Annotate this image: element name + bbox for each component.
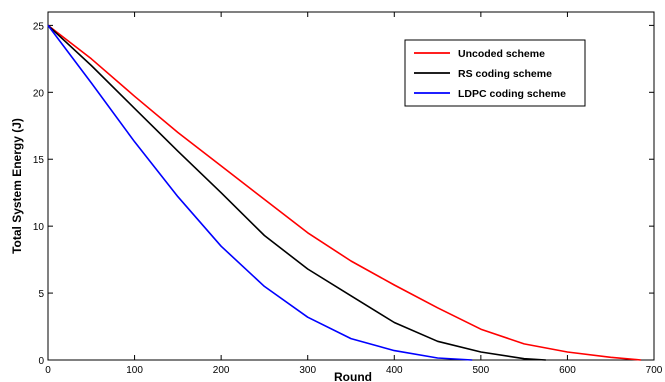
y-tick-label: 20 (33, 88, 45, 99)
x-tick-label: 400 (386, 365, 403, 376)
legend-label: Uncoded scheme (458, 48, 545, 60)
x-tick-label: 200 (213, 365, 230, 376)
x-tick-label: 700 (646, 365, 663, 376)
y-tick-label: 10 (33, 222, 45, 233)
y-axis-label: Total System Energy (J) (10, 118, 24, 254)
x-tick-label: 500 (473, 365, 490, 376)
legend-label: LDPC coding scheme (458, 88, 566, 100)
legend: Uncoded scheme RS coding scheme LDPC codin… (404, 39, 586, 107)
y-tick-label: 0 (38, 356, 44, 367)
series-line-rs-coding-scheme (47, 24, 546, 361)
y-tick-label: 25 (33, 21, 45, 32)
y-tick-label: 15 (33, 155, 45, 166)
x-axis: 0 100 200 300 400 500 600 700 (45, 12, 663, 376)
series-line-ldpc-coding-scheme (47, 24, 473, 361)
x-tick-label: 600 (559, 365, 576, 376)
x-axis-label: Round (334, 370, 372, 382)
legend-label: RS coding scheme (458, 68, 552, 80)
y-tick-label: 5 (38, 289, 44, 300)
series-lines (47, 24, 642, 361)
y-axis: 0 5 10 15 20 25 (33, 21, 654, 367)
x-tick-label: 300 (299, 365, 316, 376)
x-tick-label: 100 (126, 365, 143, 376)
x-tick-label: 0 (45, 365, 51, 376)
series-line-uncoded-scheme (47, 24, 642, 361)
